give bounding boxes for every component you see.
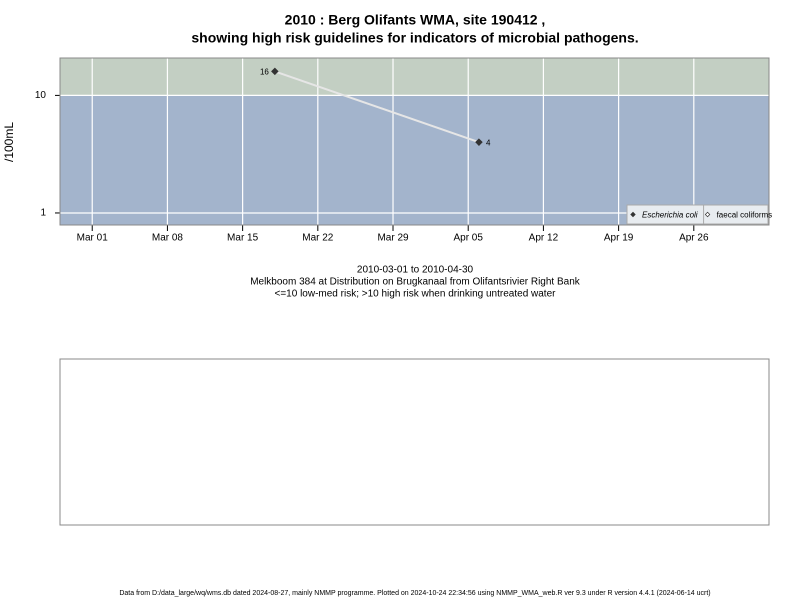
x-tick-label: Apr 19: [604, 233, 634, 244]
legend-marker: [630, 211, 636, 218]
data-label: 16: [260, 68, 269, 77]
y-tick-label: 1: [40, 208, 46, 219]
x-tick-label: Mar 08: [152, 233, 184, 244]
plot-frame: [59, 57, 770, 226]
legend-label: faecal coliforms: [717, 211, 773, 220]
legend-marker: [704, 211, 711, 218]
series-line: [274, 70, 480, 144]
data-point: [271, 67, 279, 76]
caption: Melkboom 384 at Distribution on Brugkana…: [250, 277, 581, 288]
legend-box: [626, 204, 769, 225]
caption: <=10 low-med risk; >10 high risk when dr…: [275, 289, 557, 300]
low-risk-zone: [60, 95, 769, 225]
x-tick-label: Mar 01: [77, 233, 109, 244]
high-risk-zone: [60, 58, 769, 96]
data-point: [475, 138, 483, 146]
x-tick-label: Apr 12: [529, 233, 559, 244]
x-tick-label: Mar 22: [302, 233, 334, 244]
legend-label: Escherichia coli: [642, 211, 698, 220]
empty-panel: [59, 358, 770, 526]
data-label: 4: [486, 138, 491, 147]
caption: 2010-03-01 to 2010-04-30: [357, 265, 474, 276]
x-tick-label: Mar 15: [227, 233, 259, 244]
chart-subtitle: showing high risk guidelines for indicat…: [191, 30, 638, 46]
y-tick-label: 10: [35, 90, 47, 101]
chart-title: 2010 : Berg Olifants WMA, site 190412 ,: [285, 12, 546, 28]
x-tick-label: Apr 05: [453, 233, 483, 244]
x-tick-label: Apr 26: [679, 233, 709, 244]
x-tick-label: Mar 29: [377, 233, 409, 244]
footer: Data from D:/data_large/wq/wms.db dated …: [119, 590, 710, 597]
y-axis-label: /100mL: [2, 122, 16, 162]
